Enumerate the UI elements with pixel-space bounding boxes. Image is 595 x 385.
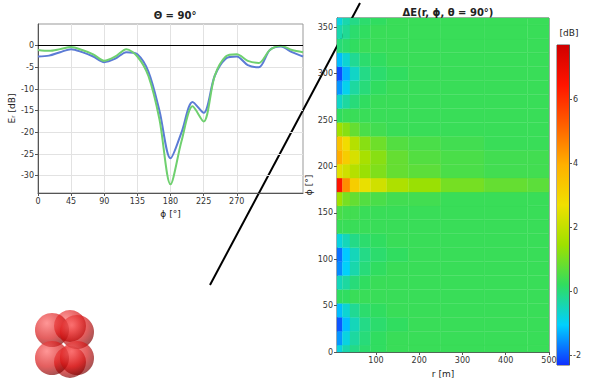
svg-text:200: 200 [318,162,333,171]
svg-text:400: 400 [498,356,513,365]
svg-text:225: 225 [196,197,211,206]
svg-text:6: 6 [573,95,578,104]
svg-text:2: 2 [573,223,578,232]
svg-text:350: 350 [318,23,333,32]
svg-text:ϕ [°]: ϕ [°] [304,175,314,195]
svg-text:[dB]: [dB] [560,28,579,38]
svg-text:500: 500 [541,356,556,365]
svg-text:-15: -15 [21,106,34,115]
svg-text:300: 300 [455,356,470,365]
svg-text:r [m]: r [m] [432,369,454,379]
svg-text:50: 50 [323,301,333,310]
svg-text:0: 0 [573,287,578,296]
svg-text:135: 135 [130,197,145,206]
svg-text:-30: -30 [21,171,34,180]
svg-text:180: 180 [163,197,178,206]
svg-text:0: 0 [328,348,333,357]
svg-text:-5: -5 [26,63,34,72]
svg-text:Θ = 90°: Θ = 90° [154,10,197,21]
svg-text:100: 100 [318,255,333,264]
svg-text:4: 4 [573,159,578,168]
svg-text:ΔE(r, ϕ, θ = 90°): ΔE(r, ϕ, θ = 90°) [403,7,494,18]
svg-text:45: 45 [66,197,76,206]
svg-text:-10: -10 [21,85,34,94]
svg-text:-2: -2 [573,351,581,360]
svg-text:ϕ [°]: ϕ [°] [160,209,180,219]
svg-text:0: 0 [35,197,40,206]
svg-text:300: 300 [318,69,333,78]
svg-text:90: 90 [99,197,109,206]
svg-text:-25: -25 [21,150,34,159]
svg-text:100: 100 [368,356,383,365]
svg-text:200: 200 [412,356,427,365]
svg-text:0: 0 [29,41,34,50]
svg-text:-20: -20 [21,128,34,137]
svg-text:270: 270 [229,197,244,206]
svg-text:Eᵣ [dB]: Eᵣ [dB] [7,94,17,124]
svg-text:150: 150 [318,208,333,217]
svg-text:250: 250 [318,116,333,125]
